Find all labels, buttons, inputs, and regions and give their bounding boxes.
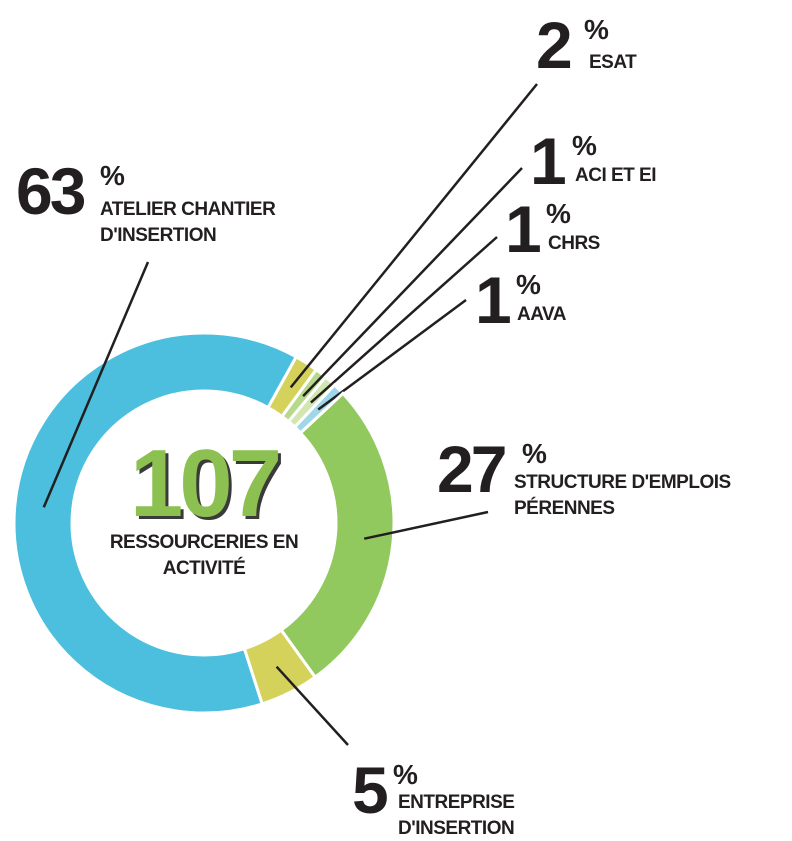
leader-line bbox=[363, 510, 489, 540]
category-label: ATELIER CHANTIER D'INSERTION bbox=[100, 199, 276, 246]
leader-line bbox=[302, 167, 523, 397]
value-label: 5 bbox=[352, 753, 389, 827]
leader-line bbox=[42, 261, 150, 508]
center-label: RESSOURCERIES EN ACTIVITÉ bbox=[109, 532, 299, 579]
leader-line bbox=[317, 298, 467, 411]
category-label: ESAT bbox=[589, 52, 637, 73]
category-label: ACI ET EI bbox=[575, 165, 657, 186]
unit-label: % bbox=[546, 198, 571, 229]
center-value: 107 bbox=[129, 430, 282, 537]
unit-label: % bbox=[584, 14, 609, 45]
value-label: 63 bbox=[16, 154, 86, 228]
unit-label: % bbox=[522, 438, 547, 469]
value-label: 1 bbox=[475, 263, 512, 337]
category-label: CHRS bbox=[548, 233, 600, 254]
leader-line bbox=[275, 665, 349, 746]
value-label: 27 bbox=[437, 432, 507, 506]
category-label: AAVA bbox=[517, 304, 567, 325]
value-label: 1 bbox=[530, 124, 567, 198]
category-label: STRUCTURE D'EMPLOIS PÉRENNES bbox=[514, 472, 731, 519]
value-label: 1 bbox=[505, 192, 542, 266]
unit-label: % bbox=[393, 759, 418, 790]
unit-label: % bbox=[100, 160, 125, 191]
donut-segment bbox=[279, 391, 396, 680]
leader-line bbox=[289, 83, 538, 389]
leader-line bbox=[310, 236, 498, 404]
unit-label: % bbox=[516, 269, 541, 300]
value-label: 2 bbox=[536, 8, 573, 82]
donut-segment bbox=[12, 331, 299, 715]
category-label: ENTREPRISE D'INSERTION bbox=[398, 792, 515, 839]
unit-label: % bbox=[572, 130, 597, 161]
